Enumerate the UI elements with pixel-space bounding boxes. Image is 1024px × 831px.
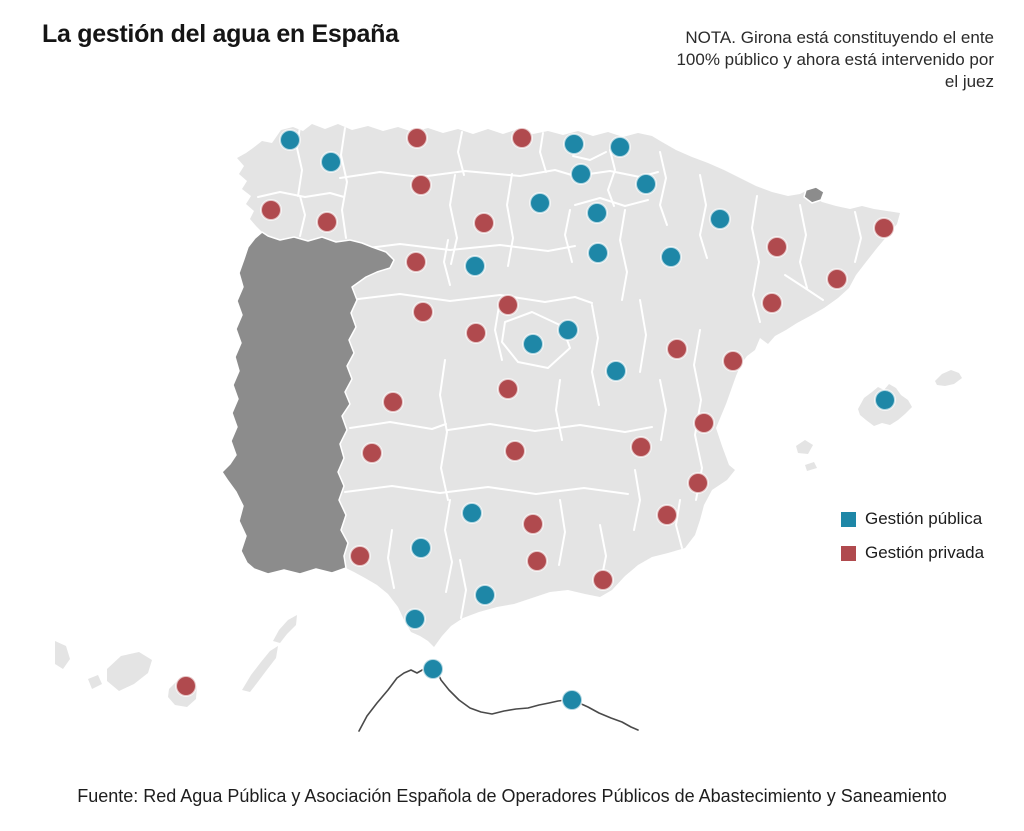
province-dot-privada [687,472,709,494]
province-dot-privada [522,513,544,535]
province-dot-privada [511,127,533,149]
la-gomera-island [88,675,102,689]
legend-item-privada: Gestión privada [841,543,984,563]
province-dot-publica [586,202,608,224]
province-dot-privada [666,338,688,360]
province-dot-privada [412,301,434,323]
portugal-region [221,231,395,575]
province-dot-publica [874,389,896,411]
province-dot-privada [693,412,715,434]
legend: Gestión pública Gestión privada [841,509,984,577]
province-dot-privada [497,378,519,400]
province-dot-publica [561,689,583,711]
legend-swatch-privada [841,545,856,561]
iberia-landmass [237,124,900,647]
province-dot-privada [504,440,526,462]
province-dot-publica [709,208,731,230]
province-dot-privada [465,322,487,344]
canary-islands [55,615,297,707]
province-dot-privada [406,127,428,149]
province-dot-privada [316,211,338,233]
province-dot-publica [570,163,592,185]
legend-item-publica: Gestión pública [841,509,984,529]
map-dots [175,127,896,711]
tenerife-island [107,652,152,691]
province-dot-publica [660,246,682,268]
province-dot-publica [557,319,579,341]
andorra-region [803,186,825,204]
province-dot-privada [349,545,371,567]
province-dot-privada [592,569,614,591]
province-dot-privada [497,294,519,316]
province-dot-publica [635,173,657,195]
province-dot-privada [873,217,895,239]
formentera-island [805,462,817,471]
province-dot-publica [279,129,301,151]
province-dot-privada [410,174,432,196]
province-dot-publica [422,658,444,680]
province-dot-privada [722,350,744,372]
note: NOTA. Girona está constituyendo el ente … [676,27,994,93]
legend-label-privada: Gestión privada [865,543,985,562]
province-dot-privada [361,442,383,464]
source-line: Fuente: Red Agua Pública y Asociación Es… [77,786,947,806]
note-line-2: 100% público y ahora está intervenido po… [676,50,994,69]
fuerteventura-island [242,646,278,692]
province-dot-publica [563,133,585,155]
note-line-1: NOTA. Girona está constituyendo el ente [685,28,994,47]
province-dot-privada [175,675,197,697]
province-dot-privada [473,212,495,234]
province-dot-privada [526,550,548,572]
province-dot-publica [461,502,483,524]
province-dot-publica [529,192,551,214]
balearic-islands [796,370,962,471]
province-dot-publica [605,360,627,382]
province-dot-privada [405,251,427,273]
ibiza-island [796,440,813,454]
province-dot-publica [587,242,609,264]
lanzarote-island [273,615,297,643]
province-dot-publica [474,584,496,606]
province-dot-privada [656,504,678,526]
province-dot-privada [260,199,282,221]
province-dot-publica [404,608,426,630]
province-dot-privada [826,268,848,290]
province-borders [257,125,862,619]
page-title: La gestión del agua en España [42,20,399,48]
province-dot-privada [382,391,404,413]
province-dot-privada [761,292,783,314]
province-dot-privada [766,236,788,258]
province-dot-privada [630,436,652,458]
province-dot-publica [522,333,544,355]
la-palma-island [55,641,70,669]
province-dot-publica [609,136,631,158]
province-dot-publica [464,255,486,277]
menorca-island [935,370,962,386]
africa-coastline [358,665,639,732]
legend-label-publica: Gestión pública [865,509,983,528]
legend-swatch-publica [841,511,856,527]
province-dot-publica [320,151,342,173]
note-line-3: el juez [944,72,994,91]
province-dot-publica [410,537,432,559]
